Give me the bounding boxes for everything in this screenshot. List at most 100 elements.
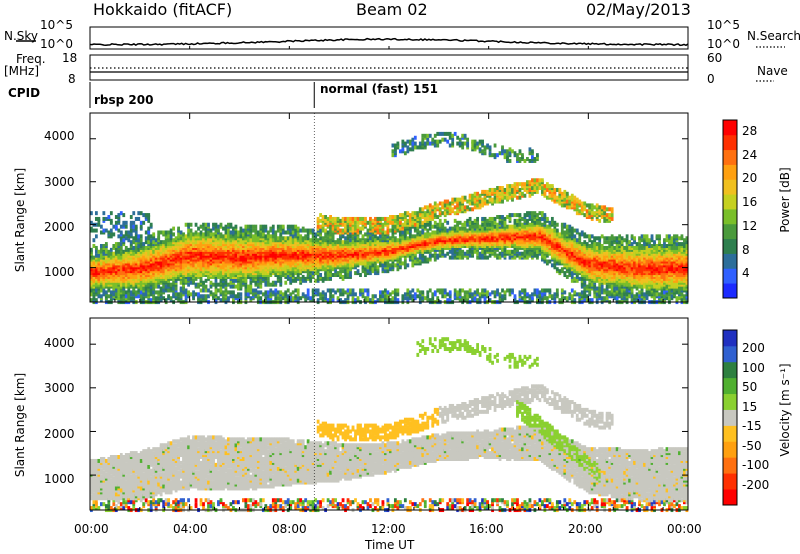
power-cell — [90, 211, 93, 216]
power-cell — [446, 220, 450, 225]
power-cell — [481, 226, 484, 231]
power-cell — [122, 234, 126, 239]
power-cell — [456, 197, 460, 202]
power-cell — [416, 211, 420, 216]
power-cell — [291, 296, 295, 301]
power-cell — [117, 213, 121, 218]
power-cell — [463, 141, 467, 146]
power-cell — [421, 137, 425, 142]
power-cell — [431, 292, 435, 297]
power-cell — [149, 242, 153, 247]
power-cell — [351, 240, 355, 245]
power-cell — [229, 222, 233, 227]
power-cell — [423, 255, 427, 260]
power-cell — [92, 244, 96, 249]
power-cell — [403, 263, 407, 268]
power-cell — [99, 294, 103, 299]
power-cell — [476, 251, 479, 256]
power-cell — [403, 296, 407, 301]
power-cell — [199, 288, 203, 293]
power-cell — [346, 288, 350, 293]
power-cell — [501, 191, 504, 196]
power-cell — [498, 292, 502, 297]
power-cell — [483, 216, 487, 221]
power-cell — [493, 195, 497, 200]
power-cell — [351, 292, 355, 297]
power-cell — [249, 224, 253, 229]
power-cell — [501, 294, 504, 299]
power-cell — [411, 294, 415, 299]
power-cell — [423, 211, 427, 216]
power-cell — [119, 251, 123, 256]
power-cell — [129, 290, 133, 295]
power-cell — [403, 259, 407, 264]
power-cell — [237, 282, 240, 287]
power-cell — [366, 265, 370, 270]
power-cell — [157, 296, 161, 301]
power-cell — [501, 215, 504, 220]
power-cell — [389, 240, 392, 245]
power-cell — [187, 232, 190, 237]
power-cell — [431, 296, 435, 301]
power-cell — [316, 292, 320, 297]
power-cell — [316, 276, 320, 281]
power-cell — [463, 195, 467, 200]
power-cell — [189, 292, 193, 297]
power-cell — [418, 145, 422, 150]
power-cell — [476, 195, 479, 200]
power-cell — [356, 296, 360, 301]
power-cell — [496, 197, 499, 202]
power-cell — [246, 224, 250, 229]
power-cell — [139, 238, 143, 243]
power-cell — [441, 137, 445, 142]
power-cell — [341, 292, 345, 297]
power-cell — [453, 218, 457, 223]
power-cell — [366, 228, 370, 233]
power-cell — [433, 255, 437, 260]
power-cell — [159, 240, 163, 245]
power-cell — [493, 216, 497, 221]
power-cell — [194, 276, 198, 281]
power-cell — [107, 230, 111, 235]
power-cell — [428, 253, 432, 258]
power-cell — [493, 199, 497, 204]
power-cell — [431, 230, 435, 235]
power-cell — [411, 288, 415, 293]
power-cell — [217, 288, 220, 293]
power-cell — [483, 249, 487, 254]
power-cell — [466, 294, 470, 299]
power-cell — [356, 220, 360, 225]
power-cell — [162, 240, 166, 245]
power-cell — [157, 234, 161, 239]
power-cell — [326, 273, 330, 278]
power-cell — [463, 294, 467, 299]
power-cell — [154, 296, 158, 301]
power-cell — [354, 292, 357, 297]
power-cell — [227, 234, 230, 239]
power-cell — [471, 145, 475, 150]
nsearch-tick-top: 10^5 — [707, 18, 740, 32]
power-cell — [398, 149, 402, 154]
power-cell — [396, 141, 400, 146]
power-cell — [234, 284, 238, 289]
power-cell — [374, 294, 377, 299]
power-cell — [491, 187, 494, 192]
power-cell — [456, 220, 460, 225]
power-cell — [104, 228, 108, 233]
power-cell — [376, 224, 380, 229]
power-cell — [413, 141, 417, 146]
power-cell — [334, 290, 337, 295]
power-cell — [104, 242, 108, 247]
power-cell — [481, 201, 484, 206]
power-cell — [127, 230, 131, 235]
power-cell — [304, 228, 308, 233]
power-cell — [109, 211, 113, 216]
power-cell — [441, 211, 445, 216]
power-cell — [212, 232, 215, 237]
power-cell — [271, 228, 275, 233]
power-cell — [149, 234, 153, 239]
power-cell — [436, 230, 440, 235]
power-cell — [411, 255, 415, 260]
power-cell — [316, 288, 320, 293]
power-cell — [418, 253, 422, 258]
